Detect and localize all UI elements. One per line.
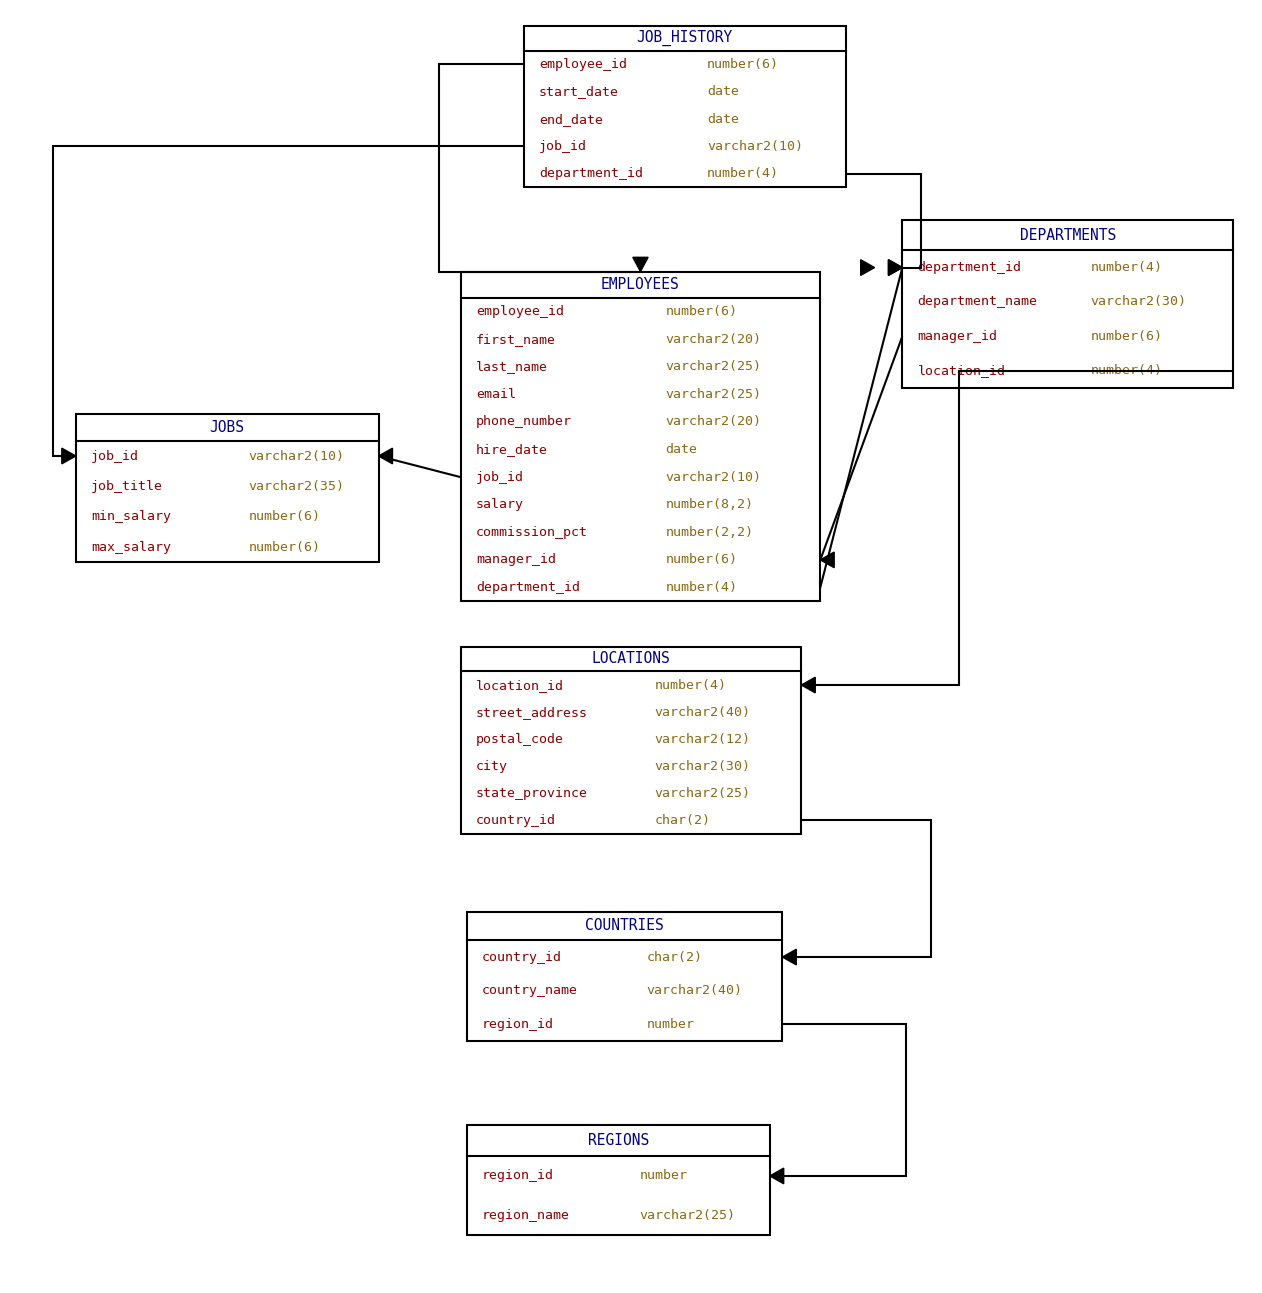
- Text: number: number: [640, 1169, 688, 1182]
- Bar: [461, 272, 820, 601]
- Text: job_id: job_id: [476, 471, 524, 484]
- Text: varchar2(25): varchar2(25): [640, 1209, 736, 1222]
- Text: street_address: street_address: [476, 706, 588, 719]
- Text: location_id: location_id: [476, 679, 564, 692]
- Text: varchar2(30): varchar2(30): [1090, 295, 1186, 309]
- Text: department_id: department_id: [917, 261, 1021, 274]
- Text: employee_id: employee_id: [539, 58, 627, 71]
- Text: number(4): number(4): [1090, 365, 1162, 378]
- Text: number(4): number(4): [655, 679, 727, 692]
- Text: country_id: country_id: [482, 950, 562, 963]
- Text: department_id: department_id: [476, 581, 579, 593]
- Text: salary: salary: [476, 498, 524, 511]
- Text: date: date: [707, 112, 740, 125]
- Text: location_id: location_id: [917, 365, 1006, 378]
- Bar: [76, 414, 379, 562]
- Text: number(4): number(4): [707, 167, 779, 180]
- Text: department_name: department_name: [917, 295, 1037, 309]
- Text: JOB_HISTORY: JOB_HISTORY: [636, 30, 733, 47]
- Text: employee_id: employee_id: [476, 305, 564, 318]
- Bar: [467, 912, 782, 1041]
- Text: country_name: country_name: [482, 984, 578, 997]
- Polygon shape: [770, 1168, 784, 1184]
- Text: min_salary: min_salary: [91, 511, 170, 524]
- Text: manager_id: manager_id: [476, 553, 555, 566]
- Text: region_name: region_name: [482, 1209, 570, 1222]
- Text: varchar2(35): varchar2(35): [249, 480, 345, 493]
- Text: number(4): number(4): [665, 581, 738, 593]
- Text: last_name: last_name: [476, 361, 548, 374]
- Bar: [461, 646, 801, 834]
- Bar: [902, 220, 1233, 388]
- Text: varchar2(30): varchar2(30): [655, 760, 751, 773]
- Bar: [467, 1125, 770, 1235]
- Text: DEPARTMENTS: DEPARTMENTS: [1020, 228, 1116, 243]
- Text: number(6): number(6): [707, 58, 779, 71]
- Text: manager_id: manager_id: [917, 330, 997, 343]
- Polygon shape: [379, 449, 392, 464]
- Text: varchar2(10): varchar2(10): [249, 450, 345, 463]
- Text: COUNTRIES: COUNTRIES: [586, 918, 664, 934]
- Text: char(2): char(2): [646, 950, 703, 963]
- Text: department_id: department_id: [539, 167, 642, 180]
- Text: max_salary: max_salary: [91, 540, 170, 553]
- Text: hire_date: hire_date: [476, 443, 548, 456]
- Text: varchar2(25): varchar2(25): [665, 361, 762, 374]
- Text: number: number: [646, 1018, 695, 1031]
- Text: date: date: [707, 85, 740, 98]
- Text: job_id: job_id: [539, 140, 587, 153]
- Text: commission_pct: commission_pct: [476, 526, 588, 539]
- Polygon shape: [861, 260, 875, 275]
- Text: region_id: region_id: [482, 1169, 554, 1182]
- Text: number(4): number(4): [1090, 261, 1162, 274]
- Polygon shape: [632, 257, 649, 272]
- Text: varchar2(40): varchar2(40): [646, 984, 743, 997]
- Text: email: email: [476, 388, 516, 401]
- Text: varchar2(10): varchar2(10): [665, 471, 762, 484]
- Text: first_name: first_name: [476, 332, 555, 345]
- Text: job_id: job_id: [91, 450, 139, 463]
- Text: start_date: start_date: [539, 85, 618, 98]
- Text: EMPLOYEES: EMPLOYEES: [601, 277, 680, 292]
- Bar: [524, 26, 846, 187]
- Text: number(6): number(6): [1090, 330, 1162, 343]
- Text: varchar2(10): varchar2(10): [707, 140, 803, 153]
- Polygon shape: [62, 449, 76, 464]
- Text: number(8,2): number(8,2): [665, 498, 753, 511]
- Text: varchar2(25): varchar2(25): [655, 787, 751, 800]
- Text: postal_code: postal_code: [476, 733, 564, 746]
- Text: country_id: country_id: [476, 815, 555, 828]
- Text: varchar2(40): varchar2(40): [655, 706, 751, 719]
- Text: number(6): number(6): [665, 553, 738, 566]
- Text: state_province: state_province: [476, 787, 588, 800]
- Text: varchar2(25): varchar2(25): [665, 388, 762, 401]
- Text: char(2): char(2): [655, 815, 711, 828]
- Text: number(6): number(6): [249, 511, 321, 524]
- Text: JOBS: JOBS: [209, 420, 245, 434]
- Text: varchar2(20): varchar2(20): [665, 415, 762, 428]
- Text: end_date: end_date: [539, 112, 603, 125]
- Text: date: date: [665, 443, 698, 456]
- Text: varchar2(12): varchar2(12): [655, 733, 751, 746]
- Text: LOCATIONS: LOCATIONS: [592, 652, 670, 666]
- Text: job_title: job_title: [91, 480, 163, 493]
- Polygon shape: [801, 678, 815, 693]
- Text: varchar2(20): varchar2(20): [665, 332, 762, 345]
- Text: number(6): number(6): [249, 540, 321, 553]
- Text: city: city: [476, 760, 507, 773]
- Text: number(6): number(6): [665, 305, 738, 318]
- Text: number(2,2): number(2,2): [665, 526, 753, 539]
- Text: phone_number: phone_number: [476, 415, 572, 428]
- Polygon shape: [888, 260, 902, 275]
- Polygon shape: [820, 552, 834, 568]
- Text: region_id: region_id: [482, 1018, 554, 1031]
- Text: REGIONS: REGIONS: [588, 1133, 649, 1148]
- Polygon shape: [782, 949, 796, 965]
- Polygon shape: [888, 260, 902, 275]
